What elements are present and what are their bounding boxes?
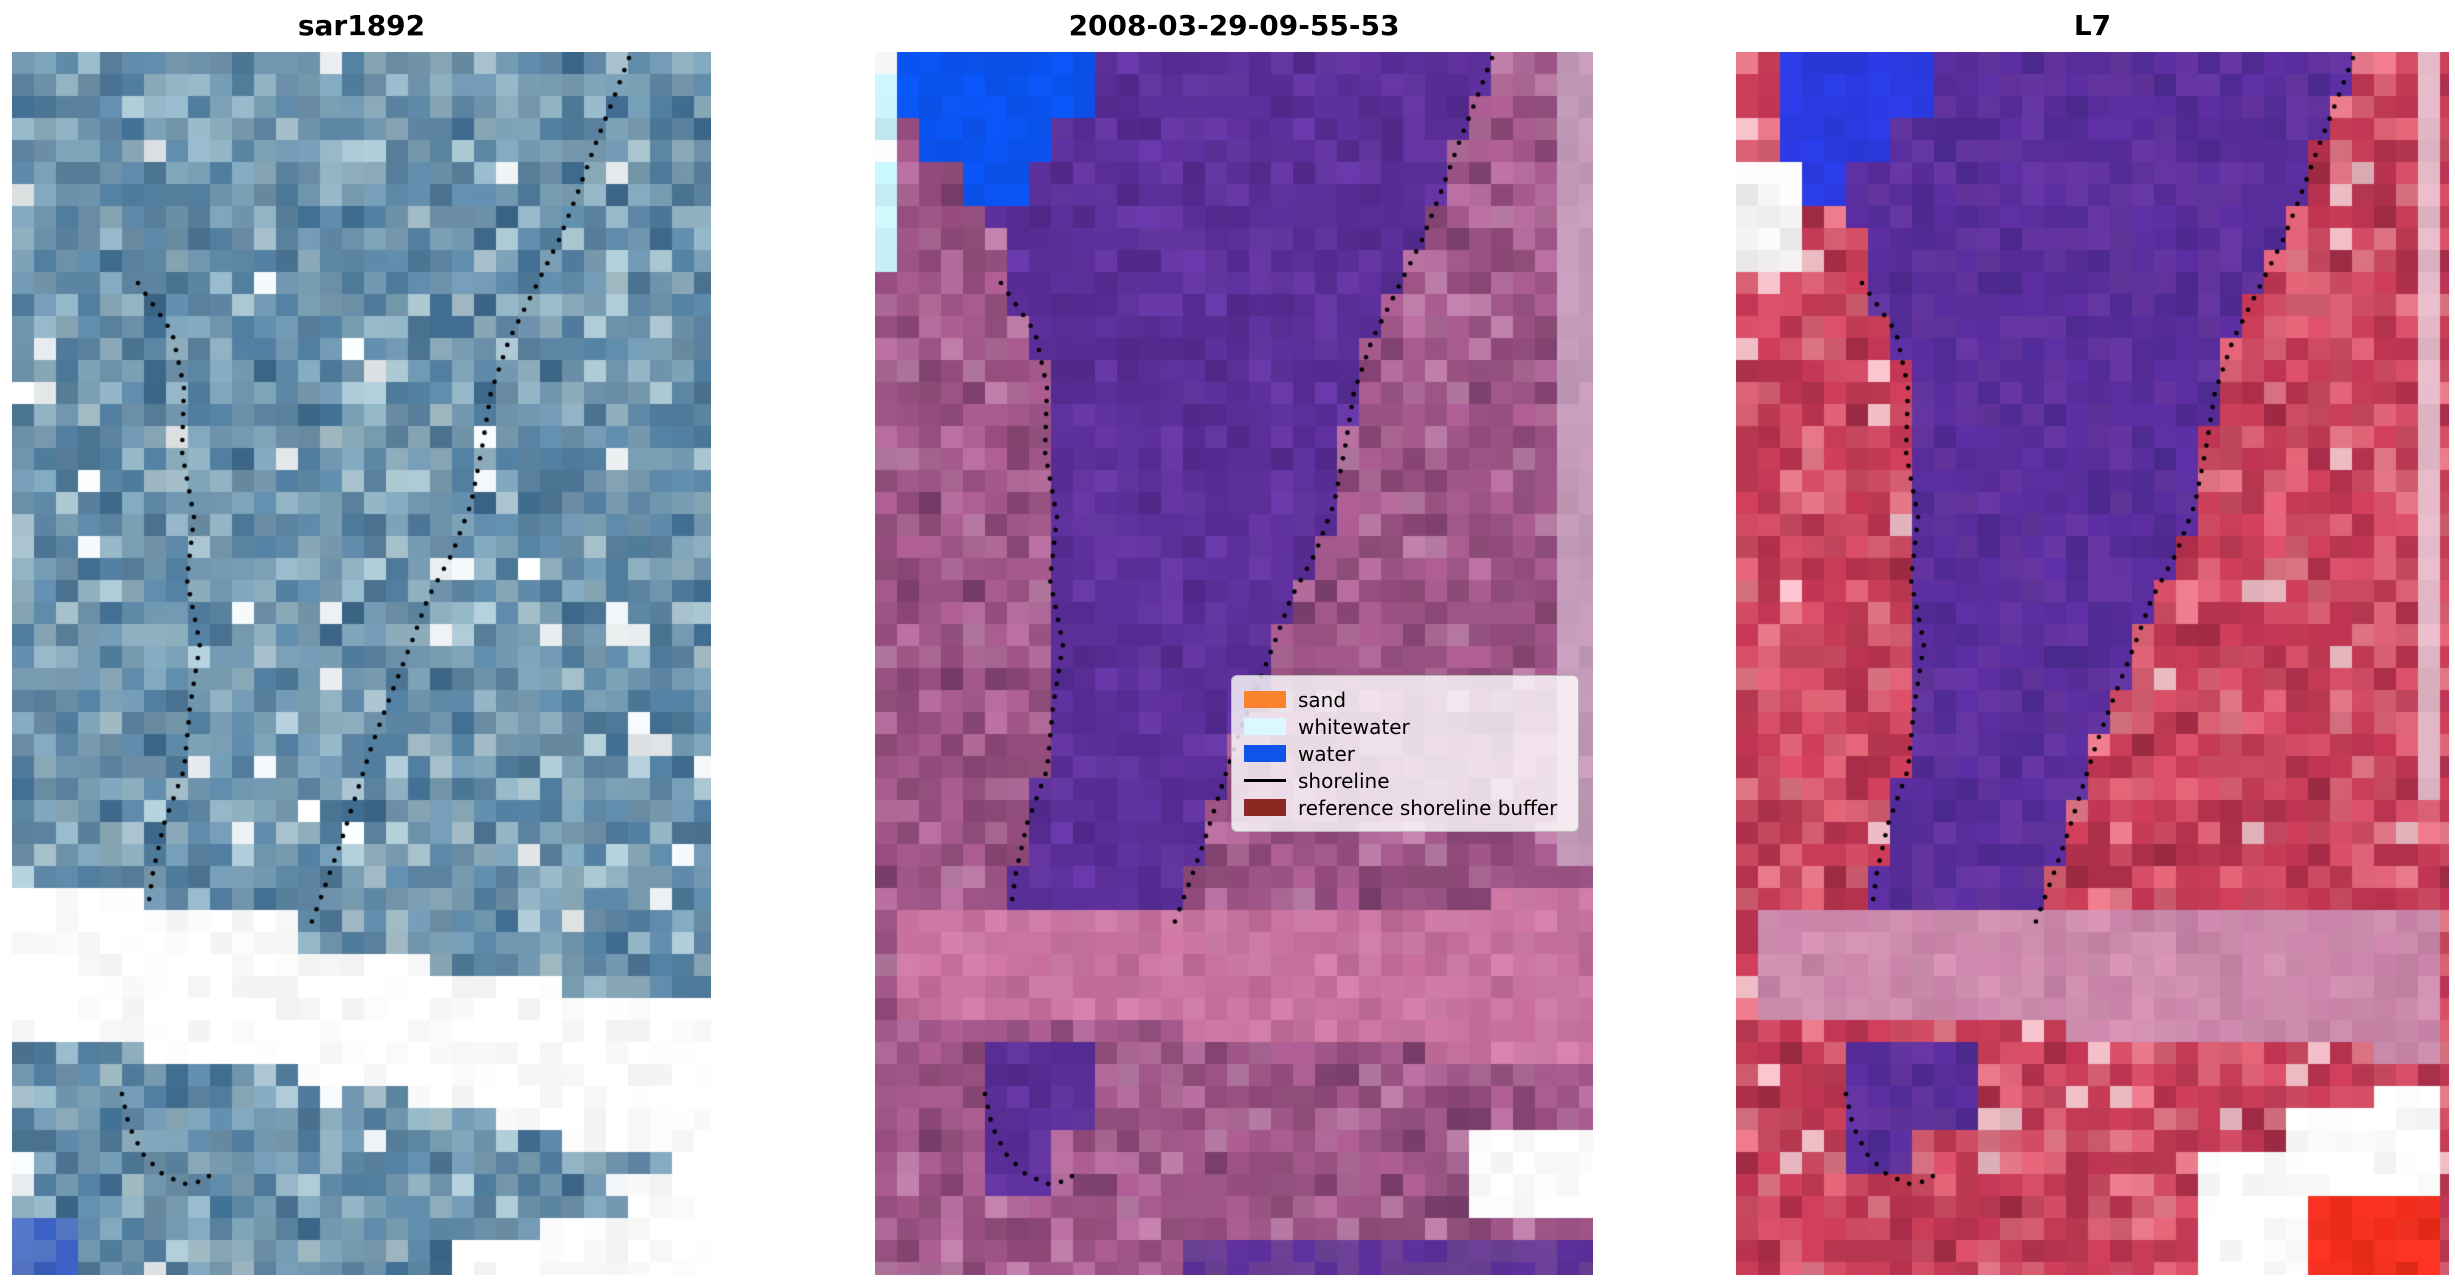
legend-label: reference shoreline buffer	[1298, 795, 1558, 820]
legend-item-sand: sand	[1244, 686, 1566, 713]
legend-item-water: water	[1244, 740, 1566, 767]
water-swatch	[1244, 745, 1286, 762]
legend-label: shoreline	[1298, 768, 1390, 793]
legend-item-shoreline: shoreline	[1244, 767, 1566, 794]
legend-label: water	[1298, 741, 1355, 766]
shoreline-swatch	[1244, 779, 1286, 782]
whitewater-swatch	[1244, 718, 1286, 735]
l7-image-canvas	[1736, 52, 2449, 1275]
classification-legend: sand whitewater water shoreline referenc…	[1231, 675, 1579, 832]
sand-swatch	[1244, 691, 1286, 708]
reference-buffer-swatch	[1244, 799, 1286, 816]
sar-image-canvas	[12, 52, 711, 1275]
legend-item-whitewater: whitewater	[1244, 713, 1566, 740]
panel-title-l7: L7	[2073, 9, 2112, 42]
legend-label: whitewater	[1298, 714, 1410, 739]
panel-title-date: 2008-03-29-09-55-53	[1068, 9, 1400, 42]
classified-image-canvas	[875, 52, 1593, 1275]
legend-label: sand	[1298, 687, 1347, 712]
panel-title-sar: sar1892	[297, 9, 426, 42]
legend-item-reference-buffer: reference shoreline buffer	[1244, 794, 1566, 821]
